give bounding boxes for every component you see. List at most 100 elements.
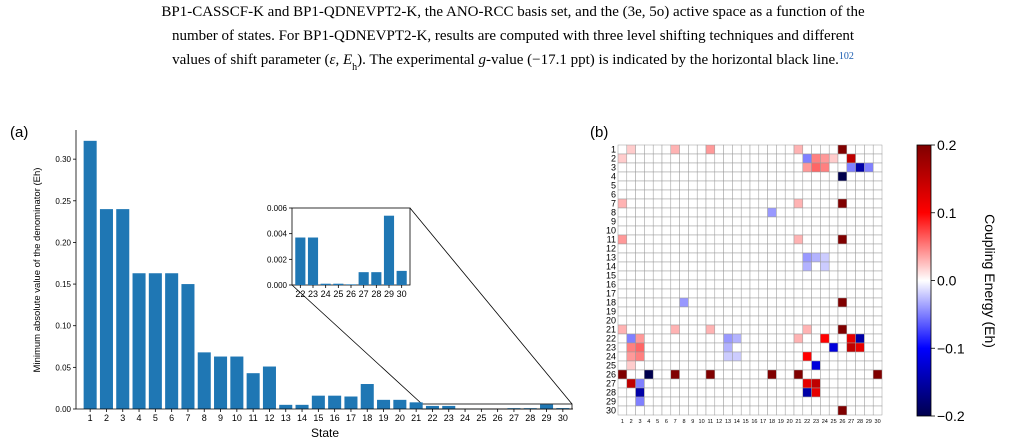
- heatmap-cell: [714, 324, 724, 335]
- heatmap-cell: [767, 153, 777, 164]
- bar: [320, 283, 331, 285]
- heatmap-cell: [652, 153, 663, 164]
- heatmap-cell: [758, 297, 768, 308]
- heatmap-cell: [714, 351, 724, 362]
- heatmap-cell: [696, 297, 707, 308]
- heatmap-cell: [732, 306, 742, 317]
- heatmap-cell: [688, 324, 698, 335]
- bar: [393, 399, 407, 409]
- heatmap-cell: [661, 351, 672, 362]
- heatmap-cell: [820, 153, 830, 164]
- heatmap-cell: [644, 297, 654, 308]
- heatmap-cell: [661, 189, 672, 200]
- heatmap-cell: [644, 360, 654, 371]
- heatmap-cell: [679, 306, 689, 317]
- heatmap-cell: [688, 387, 698, 398]
- heatmap-cell: [723, 270, 733, 281]
- y-tick-label: 19: [606, 307, 616, 317]
- bar: [377, 399, 391, 409]
- heatmap-cell: [661, 270, 672, 281]
- bar: [507, 408, 521, 409]
- heatmap-cell: [714, 396, 724, 407]
- heatmap-cell: [872, 153, 883, 164]
- heatmap-cell: [644, 162, 654, 173]
- heatmap-cell: [846, 144, 856, 155]
- y-tick-label: 5: [611, 181, 616, 191]
- heatmap-cell: [820, 288, 830, 299]
- heatmap-cell: [767, 288, 777, 299]
- caption-symbol: E: [342, 52, 352, 68]
- colorbar: [916, 144, 932, 417]
- heatmap-cell: [740, 207, 751, 218]
- heatmap-cell: [784, 153, 795, 164]
- heatmap-cell: [688, 243, 698, 254]
- heatmap-cell: [793, 279, 804, 290]
- heatmap-cell: [652, 288, 663, 299]
- heatmap-cell: [740, 369, 751, 380]
- heatmap-cell: [688, 279, 698, 290]
- heatmap-cell: [758, 351, 768, 362]
- heatmap-cell: [617, 378, 628, 389]
- heatmap-cell: [802, 342, 812, 353]
- x-tick-label: 25: [476, 413, 486, 423]
- heatmap-cell: [811, 378, 821, 389]
- heatmap-cell: [758, 369, 768, 380]
- heatmap-cell: [855, 171, 865, 182]
- heatmap-cell: [617, 252, 628, 263]
- heatmap-cell: [864, 333, 874, 344]
- heatmap-cell: [802, 198, 812, 209]
- y-tick-label: 0.20: [55, 238, 71, 247]
- heatmap-cell: [732, 297, 742, 308]
- heatmap-cell: [837, 288, 848, 299]
- heatmap-cell: [855, 297, 865, 308]
- heatmap-cell: [793, 189, 804, 200]
- heatmap-cell: [696, 261, 707, 272]
- heatmap-cell: [732, 387, 742, 398]
- heatmap-cell: [670, 243, 680, 254]
- heatmap-cell: [767, 225, 777, 236]
- heatmap-cell: [688, 297, 698, 308]
- bar: [333, 283, 344, 285]
- heatmap-cell: [864, 387, 874, 398]
- heatmap-cell: [688, 405, 698, 416]
- heatmap-cell: [740, 396, 751, 407]
- x-tick-label: 6: [169, 413, 174, 423]
- heatmap-cell: [758, 225, 768, 236]
- heatmap-cell: [776, 234, 786, 245]
- heatmap-cell: [705, 180, 716, 191]
- heatmap-cell: [644, 405, 654, 416]
- heatmap-cell: [688, 198, 698, 209]
- heatmap-cell: [846, 162, 856, 173]
- heatmap-cell: [679, 270, 689, 281]
- heatmap-cell: [670, 171, 680, 182]
- caption-reference[interactable]: 102: [839, 51, 854, 62]
- y-tick-label: 21: [606, 325, 616, 335]
- heatmap-cell: [617, 279, 628, 290]
- heatmap-cell: [837, 243, 848, 254]
- heatmap-cell: [635, 378, 645, 389]
- x-tick-label: 21: [795, 419, 801, 425]
- heatmap-cell: [705, 153, 716, 164]
- heatmap-cell: [652, 333, 663, 344]
- heatmap-cell: [811, 405, 821, 416]
- heatmap-cell: [661, 216, 672, 227]
- heatmap-cell: [828, 270, 839, 281]
- heatmap-cell: [864, 243, 874, 254]
- heatmap-cell: [644, 171, 654, 182]
- heatmap-cell: [644, 207, 654, 218]
- heatmap-cell: [837, 144, 848, 155]
- heatmap-cell: [793, 207, 804, 218]
- heatmap-cell: [855, 360, 865, 371]
- heatmap-cell: [749, 324, 760, 335]
- y-tick-label: 20: [606, 316, 616, 326]
- heatmap-cell: [837, 198, 848, 209]
- heatmap-cell: [696, 144, 707, 155]
- heatmap-cell: [820, 387, 830, 398]
- panel-label: (b): [590, 124, 608, 141]
- y-tick-label: 13: [606, 253, 616, 263]
- heatmap-cell: [855, 351, 865, 362]
- heatmap-cell: [679, 288, 689, 299]
- heatmap-cell: [784, 198, 795, 209]
- heatmap-cell: [837, 171, 848, 182]
- heatmap-cell: [864, 324, 874, 335]
